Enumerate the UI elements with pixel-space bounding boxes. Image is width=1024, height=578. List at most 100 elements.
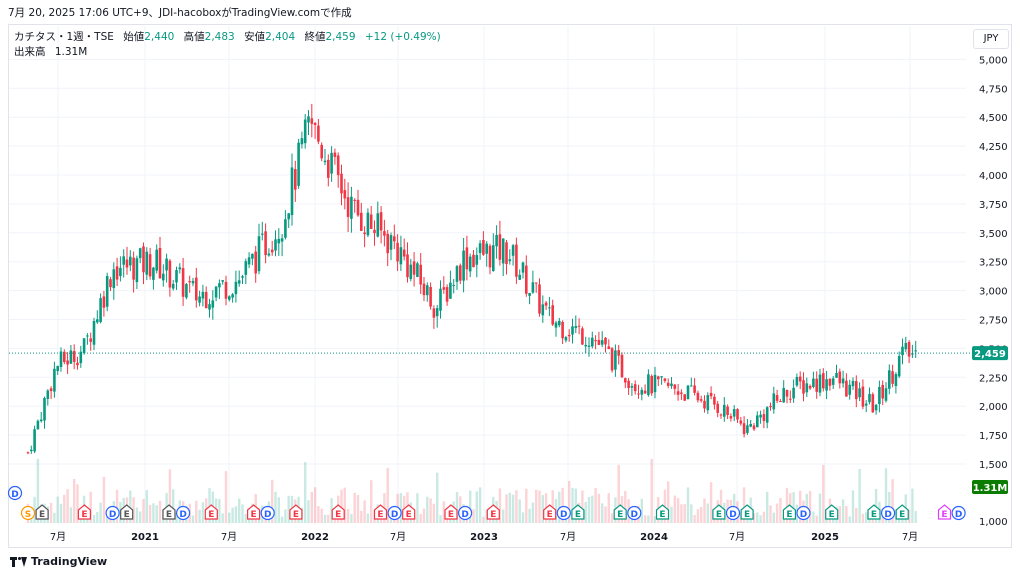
volume-bar — [531, 502, 535, 523]
candle-body — [699, 399, 703, 401]
volume-bar — [907, 509, 911, 523]
candle-body — [653, 374, 657, 393]
volume-bar — [667, 481, 670, 523]
candle-body — [346, 197, 350, 217]
volume-bar — [561, 487, 564, 523]
volume-bar — [69, 507, 73, 523]
y-tick-label: 4,000 — [979, 171, 1008, 182]
volume-bar — [304, 462, 307, 523]
event-letter: E — [293, 510, 299, 520]
symbol-label[interactable]: カチタス・1週・TSE — [14, 31, 114, 43]
candle-body — [686, 385, 690, 400]
candle-body — [723, 404, 726, 417]
candle-body — [119, 267, 122, 277]
candle-body — [257, 236, 261, 272]
dividend-event-icon — [260, 505, 275, 521]
candle-body — [841, 378, 845, 384]
volume-bar — [709, 482, 713, 523]
candle-body — [455, 266, 459, 282]
candle-body — [228, 296, 231, 300]
candle-body — [92, 321, 96, 345]
volume-bar — [551, 490, 554, 523]
candle-body — [818, 374, 822, 393]
candle-body — [719, 414, 723, 416]
candle-body — [584, 344, 587, 347]
earnings-event-icon — [543, 504, 557, 520]
candle-body — [505, 242, 508, 265]
volume-bar — [779, 498, 782, 523]
candle-body — [749, 423, 752, 427]
volume-bar — [152, 503, 155, 523]
candle-body — [142, 246, 145, 273]
candle-body — [69, 350, 73, 364]
candle-body — [432, 308, 436, 318]
volume-bar — [416, 493, 419, 523]
candle-body — [307, 116, 310, 123]
event-letter: D — [955, 510, 962, 520]
candle-body — [627, 380, 630, 389]
candle-body — [86, 335, 89, 337]
currency-button[interactable]: JPY — [973, 29, 1009, 49]
dividend-event-icon — [176, 505, 191, 521]
volume-bar — [36, 458, 40, 523]
candle-body — [214, 286, 218, 298]
volume-bar — [521, 512, 525, 523]
volume-bar — [208, 488, 211, 523]
candle-body — [105, 276, 109, 307]
tradingview-logo[interactable]: TradingView — [10, 555, 107, 568]
x-tick-label: 2025 — [811, 532, 839, 543]
volume-bar — [218, 499, 221, 523]
candle-body — [759, 414, 762, 418]
candle-body — [551, 305, 554, 325]
candle-body — [237, 280, 241, 284]
candle-body — [884, 388, 888, 401]
candle-body — [703, 400, 706, 409]
candle-body — [175, 270, 178, 283]
volume-bar — [571, 487, 574, 523]
volume-bar — [640, 498, 643, 523]
candle-body — [178, 267, 182, 270]
volume-bar — [439, 515, 442, 523]
candle-body — [138, 248, 142, 259]
event-letter: E — [744, 510, 750, 520]
event-letter: D — [179, 510, 186, 520]
y-tick-label: 4,250 — [979, 142, 1008, 153]
candle-body — [379, 212, 383, 231]
event-letter: E — [208, 510, 214, 520]
volume-bar — [511, 494, 515, 523]
candle-body — [208, 304, 211, 310]
candle-body — [864, 403, 868, 406]
candle-body — [492, 245, 495, 272]
candle-body — [376, 213, 380, 237]
volume-bar — [426, 496, 429, 523]
candle-body — [165, 258, 168, 271]
volume-bar — [762, 511, 766, 523]
earnings-event-icon — [712, 504, 726, 520]
candle-body — [765, 407, 769, 423]
volume-bar — [683, 504, 686, 523]
volume-bar — [63, 494, 66, 523]
x-tick-label: 7月 — [221, 531, 237, 543]
candle-body — [39, 419, 43, 422]
volume-bar — [538, 490, 541, 523]
earnings-event-icon — [613, 504, 627, 520]
candle-body — [264, 231, 267, 256]
chart-header: 7月 20, 2025 17:06 UTC+9、JDI-hacoboxがTrad… — [8, 7, 352, 19]
volume-bar — [574, 488, 577, 523]
candle-body — [907, 341, 911, 357]
candle-body — [508, 259, 512, 262]
candle-body — [564, 337, 568, 341]
candle-body — [663, 378, 667, 381]
candle-body — [26, 452, 30, 454]
candle-body — [802, 380, 805, 394]
volume-bar — [139, 511, 142, 523]
event-letter: E — [335, 510, 341, 520]
volume-bar — [386, 467, 389, 523]
volume-bar — [340, 489, 343, 523]
candle-body — [102, 296, 106, 308]
volume-bar — [271, 479, 274, 523]
candle-body — [218, 283, 221, 288]
volume-bar — [584, 502, 587, 523]
volume-bar — [201, 502, 205, 523]
